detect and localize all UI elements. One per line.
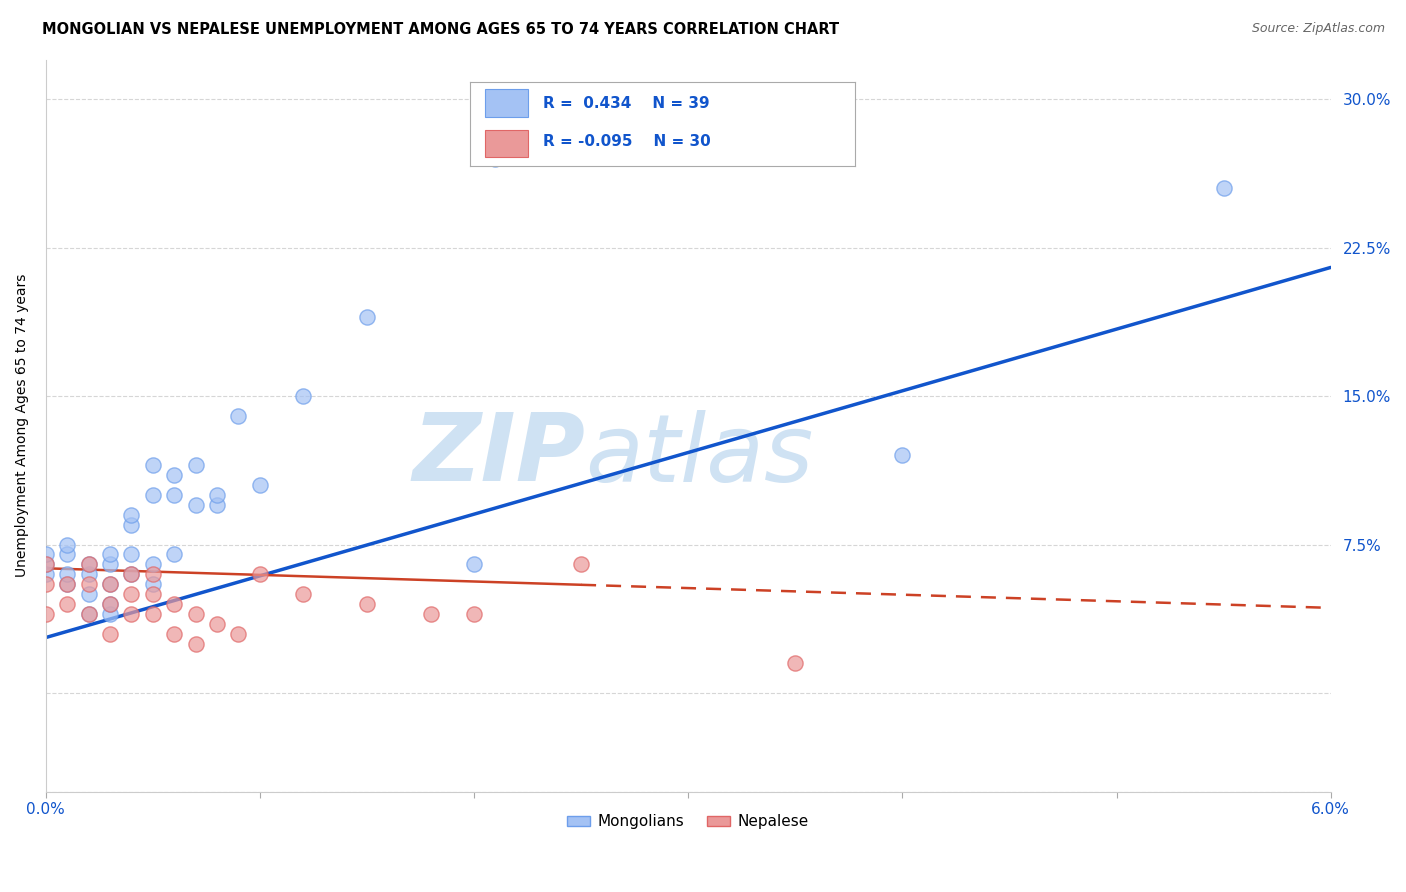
Point: [120, 548, 142, 562]
Point: [120, 508, 142, 522]
Point: [249, 567, 271, 582]
Point: [205, 616, 228, 631]
Point: [163, 468, 186, 483]
Point: [184, 636, 207, 650]
Point: [184, 498, 207, 512]
Point: [205, 488, 228, 502]
Point: [163, 548, 186, 562]
Point: [34, 558, 56, 572]
Point: [785, 657, 807, 671]
Point: [77, 558, 100, 572]
Point: [98, 626, 121, 640]
Point: [356, 597, 378, 611]
Point: [34, 548, 56, 562]
Point: [484, 152, 506, 166]
Point: [569, 558, 592, 572]
Point: [56, 577, 79, 591]
Point: [142, 587, 165, 601]
Y-axis label: Unemployment Among Ages 65 to 74 years: Unemployment Among Ages 65 to 74 years: [15, 274, 30, 577]
Text: atlas: atlas: [585, 409, 814, 500]
Point: [184, 607, 207, 621]
Point: [356, 310, 378, 324]
Point: [142, 458, 165, 473]
Point: [77, 587, 100, 601]
Point: [98, 577, 121, 591]
Point: [142, 488, 165, 502]
Point: [120, 567, 142, 582]
Point: [163, 488, 186, 502]
Point: [77, 607, 100, 621]
Point: [56, 567, 79, 582]
Point: [77, 577, 100, 591]
Point: [120, 517, 142, 532]
Point: [98, 607, 121, 621]
Point: [228, 626, 250, 640]
Text: Source: ZipAtlas.com: Source: ZipAtlas.com: [1251, 22, 1385, 36]
Text: ZIP: ZIP: [412, 409, 585, 501]
Point: [163, 597, 186, 611]
Point: [142, 567, 165, 582]
Point: [184, 458, 207, 473]
Point: [142, 558, 165, 572]
Point: [98, 577, 121, 591]
Point: [120, 607, 142, 621]
Point: [98, 597, 121, 611]
Point: [77, 607, 100, 621]
Point: [34, 607, 56, 621]
Point: [291, 587, 314, 601]
Point: [98, 597, 121, 611]
Point: [77, 558, 100, 572]
Point: [228, 409, 250, 423]
Point: [120, 567, 142, 582]
Legend: Mongolians, Nepalese: Mongolians, Nepalese: [561, 808, 815, 836]
Point: [463, 558, 485, 572]
Point: [56, 548, 79, 562]
Point: [56, 537, 79, 551]
Point: [291, 389, 314, 403]
Point: [120, 587, 142, 601]
Point: [249, 478, 271, 492]
Point: [56, 577, 79, 591]
Point: [420, 607, 443, 621]
Point: [463, 607, 485, 621]
Point: [34, 577, 56, 591]
Point: [163, 626, 186, 640]
Point: [142, 607, 165, 621]
Point: [56, 597, 79, 611]
Point: [98, 558, 121, 572]
Text: MONGOLIAN VS NEPALESE UNEMPLOYMENT AMONG AGES 65 TO 74 YEARS CORRELATION CHART: MONGOLIAN VS NEPALESE UNEMPLOYMENT AMONG…: [42, 22, 839, 37]
Point: [77, 567, 100, 582]
Point: [34, 567, 56, 582]
Point: [142, 577, 165, 591]
Point: [1212, 181, 1234, 195]
Point: [891, 449, 914, 463]
Point: [34, 558, 56, 572]
Point: [205, 498, 228, 512]
Point: [98, 548, 121, 562]
